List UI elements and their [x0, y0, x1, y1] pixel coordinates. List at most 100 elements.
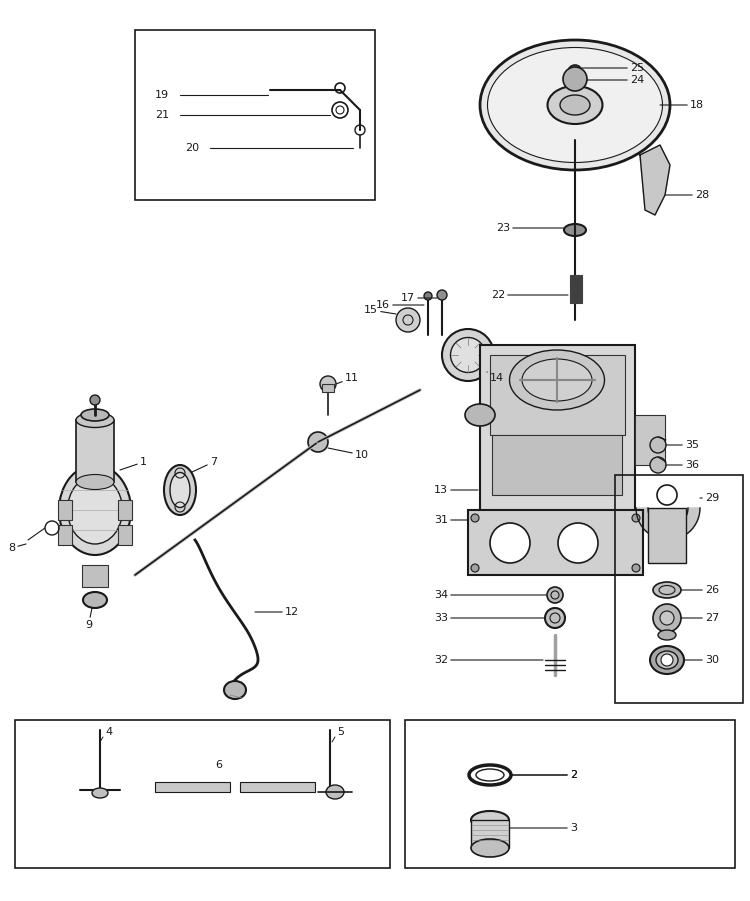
- Bar: [570, 275, 582, 303]
- Text: 4: 4: [105, 727, 112, 737]
- Ellipse shape: [650, 646, 684, 674]
- Ellipse shape: [656, 651, 678, 669]
- Ellipse shape: [560, 95, 590, 115]
- Circle shape: [660, 611, 674, 625]
- Polygon shape: [636, 508, 700, 540]
- Bar: [648, 508, 686, 563]
- Ellipse shape: [164, 465, 196, 515]
- Text: 29: 29: [700, 493, 719, 503]
- Circle shape: [320, 376, 336, 392]
- Circle shape: [437, 290, 447, 300]
- Ellipse shape: [548, 86, 602, 124]
- Bar: [405, 720, 735, 868]
- Text: 5: 5: [337, 727, 344, 737]
- Circle shape: [424, 292, 432, 300]
- Circle shape: [650, 457, 666, 473]
- Text: 10: 10: [328, 448, 369, 460]
- Ellipse shape: [81, 409, 109, 421]
- Ellipse shape: [476, 769, 504, 781]
- Text: 20: 20: [185, 143, 200, 153]
- Text: 28: 28: [665, 190, 710, 200]
- Ellipse shape: [471, 811, 509, 829]
- Text: 8: 8: [8, 543, 26, 553]
- Ellipse shape: [68, 476, 122, 544]
- Bar: [635, 415, 665, 465]
- Ellipse shape: [170, 472, 190, 507]
- Circle shape: [490, 523, 530, 563]
- Circle shape: [471, 564, 479, 572]
- Bar: [492, 435, 622, 495]
- Circle shape: [568, 65, 582, 79]
- Ellipse shape: [658, 630, 676, 640]
- Circle shape: [563, 67, 587, 91]
- Bar: [322, 384, 334, 392]
- Text: 9: 9: [85, 608, 92, 630]
- Text: 2: 2: [511, 770, 578, 780]
- Bar: [471, 820, 509, 848]
- Text: 24: 24: [587, 75, 644, 85]
- Circle shape: [653, 604, 681, 632]
- Text: 21: 21: [155, 110, 170, 120]
- Text: 36: 36: [666, 460, 699, 470]
- Ellipse shape: [224, 681, 246, 699]
- Circle shape: [632, 514, 640, 522]
- Ellipse shape: [471, 839, 509, 857]
- Text: 31: 31: [434, 515, 467, 525]
- Text: 32: 32: [433, 655, 543, 665]
- Circle shape: [396, 308, 420, 332]
- Text: 22: 22: [490, 290, 568, 300]
- Bar: [480, 345, 635, 515]
- Ellipse shape: [465, 404, 495, 426]
- Ellipse shape: [564, 224, 586, 236]
- Circle shape: [547, 587, 563, 603]
- Ellipse shape: [59, 465, 131, 555]
- Bar: [615, 475, 743, 703]
- Ellipse shape: [326, 785, 344, 799]
- Text: 33: 33: [434, 613, 544, 623]
- Circle shape: [90, 395, 100, 405]
- Text: 12: 12: [255, 607, 299, 617]
- Circle shape: [471, 514, 479, 522]
- Text: 35: 35: [666, 440, 699, 450]
- Circle shape: [661, 654, 673, 666]
- Ellipse shape: [522, 359, 592, 401]
- Text: 3: 3: [510, 823, 577, 833]
- Bar: [155, 782, 230, 792]
- Circle shape: [650, 437, 666, 453]
- Text: 34: 34: [433, 590, 546, 600]
- Circle shape: [632, 564, 640, 572]
- Text: 14: 14: [487, 372, 504, 383]
- Text: 18: 18: [660, 100, 704, 110]
- Text: 11: 11: [336, 373, 359, 384]
- Text: 30: 30: [684, 655, 719, 665]
- Text: 17: 17: [400, 293, 437, 303]
- Text: 19: 19: [155, 90, 170, 100]
- Bar: [135, 30, 375, 200]
- Ellipse shape: [451, 338, 485, 372]
- Bar: [15, 720, 390, 868]
- Ellipse shape: [480, 40, 670, 170]
- Bar: [58, 500, 72, 520]
- Text: 25: 25: [582, 63, 644, 73]
- Text: 7: 7: [192, 457, 217, 472]
- Ellipse shape: [92, 788, 108, 798]
- Bar: [468, 510, 643, 575]
- Ellipse shape: [76, 475, 114, 489]
- Bar: [118, 525, 132, 545]
- Bar: [240, 782, 315, 792]
- Ellipse shape: [442, 329, 494, 381]
- Circle shape: [558, 523, 598, 563]
- Ellipse shape: [488, 48, 662, 162]
- Ellipse shape: [83, 592, 107, 608]
- Text: 23: 23: [496, 223, 564, 233]
- Text: 26: 26: [681, 585, 719, 595]
- Bar: [118, 500, 132, 520]
- Text: 13: 13: [434, 485, 478, 495]
- Polygon shape: [640, 145, 670, 215]
- Ellipse shape: [653, 582, 681, 598]
- Text: 16: 16: [376, 300, 424, 310]
- Circle shape: [545, 608, 565, 628]
- Text: 1: 1: [120, 457, 147, 470]
- Circle shape: [308, 432, 328, 452]
- Text: 2: 2: [511, 770, 578, 780]
